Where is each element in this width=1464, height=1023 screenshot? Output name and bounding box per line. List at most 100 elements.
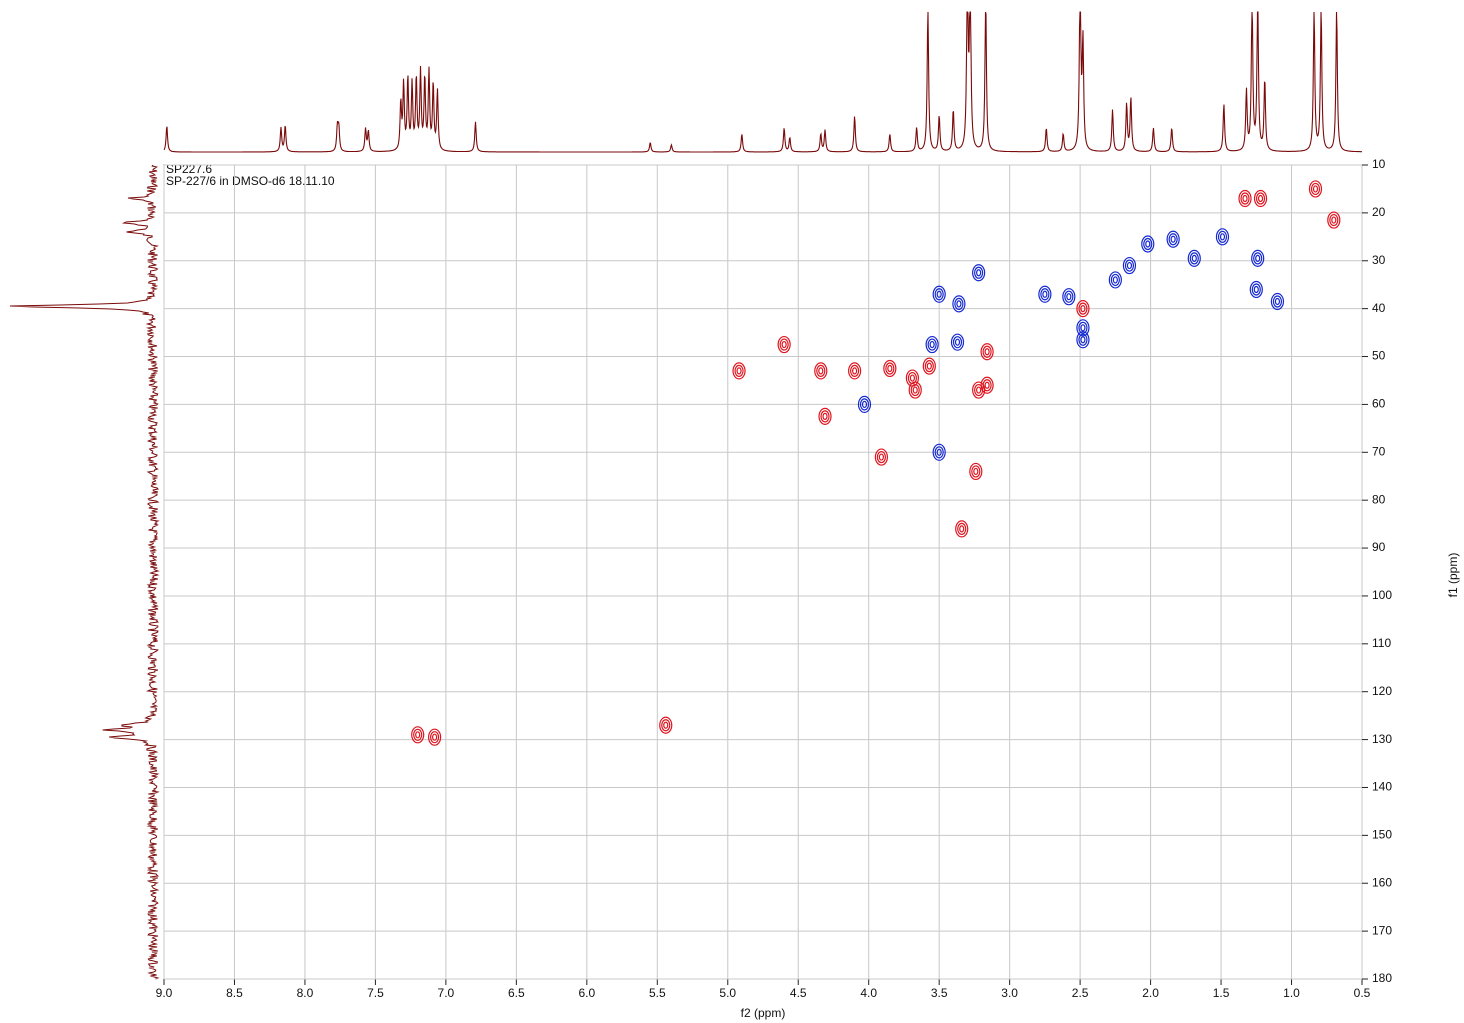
- y-tick-label: 180: [1372, 971, 1392, 985]
- cross-peak: [1215, 228, 1230, 246]
- cross-peak: [955, 520, 969, 538]
- contour-ring: [1249, 280, 1263, 299]
- cross-peak: [1308, 180, 1323, 198]
- contour-ring: [952, 295, 966, 313]
- cross-peak: [972, 264, 986, 282]
- x-tick-label: 3.5: [931, 986, 948, 1000]
- contour-ring: [1038, 285, 1052, 303]
- cross-peak: [1108, 271, 1122, 289]
- contour-ring: [1274, 297, 1281, 306]
- contour-ring: [1064, 290, 1074, 303]
- contour-ring: [1253, 285, 1259, 294]
- contour-ring: [861, 400, 868, 409]
- cross-peak: [1122, 256, 1137, 275]
- contour-ring: [779, 338, 789, 351]
- y-tick-label: 10: [1372, 157, 1386, 171]
- contour-ring: [818, 407, 832, 425]
- contour-ring: [936, 448, 942, 456]
- contour-ring: [413, 728, 423, 741]
- contour-ring: [1168, 233, 1178, 246]
- contour-ring: [1062, 288, 1076, 306]
- contour-ring: [818, 367, 824, 375]
- contour-ring: [925, 335, 939, 354]
- contour-ring: [857, 395, 872, 414]
- y-tick-label: 100: [1372, 588, 1392, 602]
- contour-ring: [1215, 228, 1230, 246]
- contour-ring: [984, 381, 990, 389]
- contour-ring: [926, 362, 932, 370]
- cross-peak: [428, 728, 442, 746]
- contour-ring: [822, 412, 828, 420]
- contour-ring: [1251, 249, 1265, 267]
- contour-ring: [1078, 333, 1088, 346]
- contour-ring: [936, 290, 942, 298]
- contour-ring: [1191, 254, 1197, 262]
- contour-ring: [956, 300, 962, 308]
- cross-peak: [814, 362, 828, 380]
- y-tick-label: 170: [1372, 923, 1392, 937]
- x-tick-label: 8.0: [297, 986, 314, 1000]
- chart-title: SP227.6: [166, 162, 212, 176]
- contour-ring: [952, 336, 963, 349]
- contour-ring: [1170, 235, 1176, 243]
- cross-peak: [932, 285, 946, 303]
- contour-ring: [973, 467, 979, 476]
- x-tick-label: 1.5: [1213, 986, 1230, 1000]
- cross-peak: [659, 716, 673, 734]
- contour-ring: [1257, 194, 1264, 203]
- y-axis-label: f1 (ppm): [1446, 553, 1460, 598]
- contour-ring: [876, 450, 886, 464]
- y-tick-label: 40: [1372, 301, 1386, 315]
- contour-ring: [777, 335, 791, 354]
- contour-ring: [814, 362, 828, 380]
- cross-peak: [1238, 189, 1252, 208]
- contour-ring: [1108, 271, 1122, 289]
- cross-peak: [1141, 235, 1155, 253]
- x-tick-label: 6.0: [578, 986, 595, 1000]
- contour-ring: [924, 360, 934, 373]
- cross-peak: [1062, 288, 1076, 306]
- x-tick-label: 2.5: [1072, 986, 1089, 1000]
- contour-ring: [1080, 336, 1086, 344]
- contour-ring: [1042, 290, 1048, 298]
- contour-ring: [982, 345, 992, 358]
- contour-ring: [932, 285, 946, 303]
- contour-ring: [732, 362, 746, 380]
- cross-peak: [732, 362, 746, 380]
- contour-ring: [736, 367, 742, 375]
- contour-ring: [971, 465, 981, 478]
- contour-ring: [1331, 216, 1337, 224]
- contour-ring: [428, 728, 442, 746]
- cross-peak: [848, 362, 862, 380]
- cross-peak: [874, 448, 888, 466]
- contour-ring: [1255, 254, 1261, 262]
- y-tick-label: 120: [1372, 684, 1392, 698]
- contour-ring: [1110, 273, 1120, 287]
- projection-trace: [9, 164, 160, 980]
- cross-peak: [952, 295, 966, 313]
- cross-peak: [1249, 280, 1263, 299]
- contour-ring: [1122, 256, 1137, 275]
- contour-ring: [927, 338, 937, 351]
- cross-peak: [883, 359, 897, 378]
- contour-ring: [1143, 237, 1153, 251]
- contour-ring: [1080, 324, 1086, 332]
- contour-ring: [910, 383, 920, 397]
- cross-peak: [980, 343, 994, 361]
- contour-ring: [850, 364, 860, 377]
- left-projection: [9, 164, 160, 980]
- contour-ring: [885, 362, 895, 375]
- x-tick-label: 5.0: [719, 986, 736, 1000]
- x-tick-label: 3.0: [1001, 986, 1018, 1000]
- contour-ring: [980, 343, 994, 361]
- cross-peak: [1076, 331, 1090, 349]
- cross-peak: [1327, 211, 1341, 229]
- cross-peak: [411, 726, 425, 744]
- contour-ring: [1145, 240, 1151, 248]
- y-tick-label: 160: [1372, 875, 1392, 889]
- contour-ring: [1112, 276, 1118, 284]
- cross-peak: [1166, 230, 1180, 248]
- contour-ring: [955, 520, 969, 538]
- contour-ring: [1238, 189, 1252, 208]
